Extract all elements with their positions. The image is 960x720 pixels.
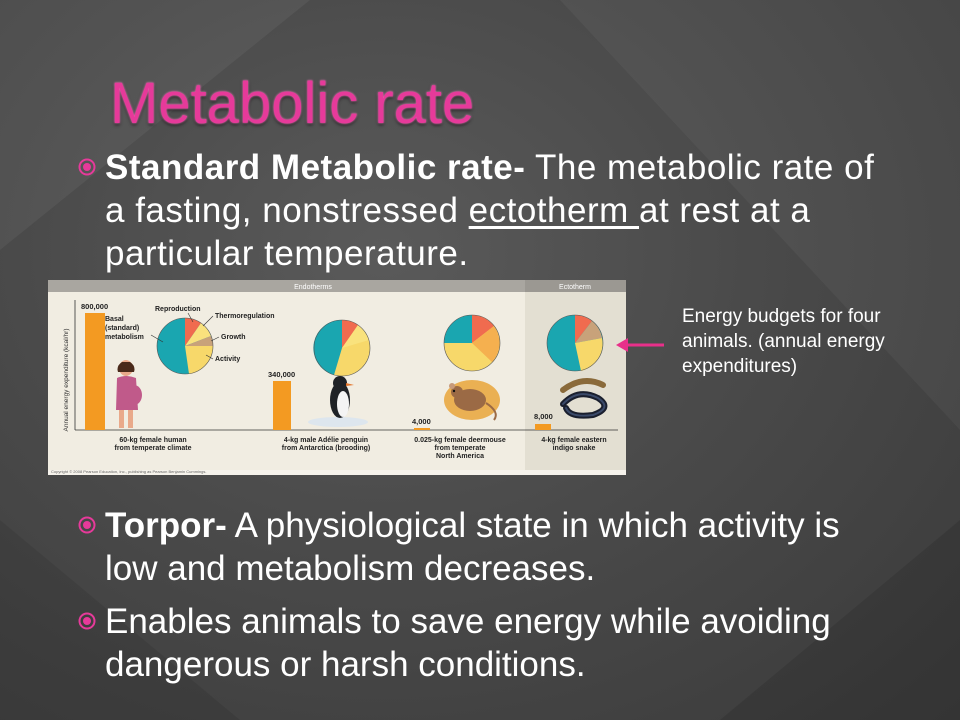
bar-human <box>85 313 105 430</box>
pie-penguin <box>313 319 371 377</box>
legend-reproduction: Reproduction <box>155 306 201 313</box>
bar-snake <box>535 424 551 430</box>
animal-name-penguin-2: from Antarctica (brooding) <box>282 445 370 452</box>
value-label-snake: 8,000 <box>534 412 553 421</box>
animal-name-deermouse-3: North America <box>436 453 484 460</box>
bar-penguin <box>273 381 291 430</box>
animal-name-snake-1: 4-kg female eastern <box>541 437 606 444</box>
legend-thermoregulation: Thermoregulation <box>215 313 275 320</box>
legend-metabolism: metabolism <box>105 334 144 341</box>
value-label-deermouse: 4,000 <box>412 417 431 426</box>
animal-name-deermouse-1: 0.025-kg female deermouse <box>414 437 506 444</box>
snake-illustration <box>560 378 608 419</box>
energy-budget-figure: Endotherms Ectotherm Annual energy expen… <box>48 280 626 475</box>
value-label-penguin: 340,000 <box>268 370 295 379</box>
animal-name-human-2: from temperate climate <box>114 445 191 452</box>
bullet-term: Torpor- <box>105 506 227 545</box>
pie-snake <box>546 314 604 372</box>
bullet-torpor: Torpor- A physiological state in which a… <box>78 504 878 590</box>
legend-standard: (standard) <box>105 325 139 332</box>
legend-activity: Activity <box>215 356 240 363</box>
slide-title: Metabolic rate <box>110 71 475 136</box>
y-axis-label: Annual energy expenditure (kcal/hr) <box>63 329 70 432</box>
penguin-illustration <box>308 376 368 427</box>
bullet-circle-icon <box>78 158 96 176</box>
bullet-save-energy: Enables animals to save energy while avo… <box>78 600 878 686</box>
bullet-circle-icon <box>78 516 96 534</box>
bullet-text-end: at rest at a particular temperature. <box>105 191 811 273</box>
bar-deermouse <box>414 428 430 430</box>
pie-human <box>156 317 214 375</box>
bullet-text: Enables animals to save energy while avo… <box>105 602 831 684</box>
bullet-term: Standard Metabolic rate- <box>105 148 526 187</box>
bullet-text: A physiological state in which activity … <box>105 506 840 588</box>
animal-name-human-1: 60-kg female human <box>119 437 186 444</box>
animal-name-penguin-1: 4-kg male Adélie penguin <box>284 437 368 444</box>
header-ectotherm: Ectotherm <box>559 284 591 291</box>
copyright: Copyright © 2008 Pearson Education, Inc.… <box>51 469 206 474</box>
bullet-standard-metabolic-rate: Standard Metabolic rate- The metabolic r… <box>78 146 878 275</box>
header-endotherms: Endotherms <box>294 284 332 291</box>
left-arrow-icon <box>616 338 664 352</box>
bullet-circle-icon <box>78 612 96 630</box>
animal-name-deermouse-2: from temperate <box>435 445 486 452</box>
legend-growth: Growth <box>221 334 246 341</box>
underlined-word: ectotherm <box>468 191 640 230</box>
legend-basal: Basal <box>105 316 124 323</box>
pie-deermouse <box>443 314 501 372</box>
bullet-text: The metabolic rate of a fasting, nonstre… <box>105 148 875 230</box>
side-note: Energy budgets for four animals. (annual… <box>682 306 885 377</box>
human-illustration <box>116 360 142 428</box>
animal-name-snake-2: indigo snake <box>553 445 596 452</box>
deermouse-illustration <box>444 380 500 421</box>
value-label-human: 800,000 <box>81 302 108 311</box>
